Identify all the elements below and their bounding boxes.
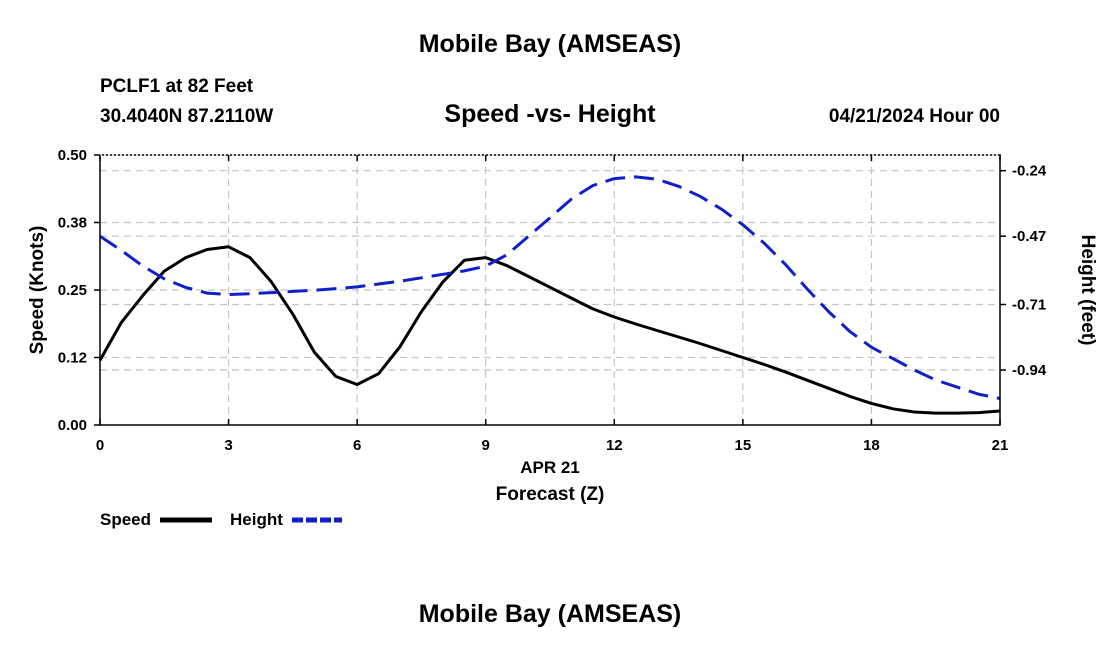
left-axis-title: Speed (Knots): [27, 226, 48, 355]
left-tick-label: 0.50: [58, 147, 87, 164]
coordinates-label: 30.4040N 87.2110W: [100, 106, 274, 127]
legend-label-speed: Speed: [100, 510, 151, 529]
left-tick-label: 0.38: [58, 215, 87, 232]
x-tick-label: 12: [606, 437, 623, 454]
x-tick-label: 18: [863, 437, 880, 454]
forecast-datetime: 04/21/2024 Hour 00: [828, 106, 1000, 127]
chart-subtitle: Speed -vs- Height: [444, 100, 656, 128]
x-date-label: APR 21: [520, 458, 580, 477]
x-tick-label: 9: [482, 437, 490, 454]
axis-layer: 0 3 6 9 12 15 18 21 0.00 0.12 0.25 0.38 0.50 -0.94 -0.…: [27, 147, 1098, 505]
speed-series-line: [98, 245, 1001, 415]
left-tick-label: 0.00: [58, 417, 87, 434]
left-tick-label: 0.25: [58, 282, 87, 299]
right-tick-label: -0.94: [1012, 362, 1047, 379]
station-label: PCLF1 at 82 Feet: [100, 76, 254, 97]
right-tick-label: -0.24: [1012, 163, 1047, 180]
x-tick-label: 6: [353, 437, 361, 454]
chart-main-title: Mobile Bay (AMSEAS): [418, 30, 682, 58]
x-tick-label: 0: [96, 437, 104, 454]
legend-label-height: Height: [230, 510, 283, 529]
right-tick-label: -0.47: [1012, 228, 1046, 245]
legend: Speed Height: [100, 510, 342, 529]
series-layer: [98, 175, 1001, 415]
x-tick-label: 3: [224, 437, 232, 454]
right-axis-title: Height (feet): [1077, 235, 1098, 346]
grid-layer: [100, 155, 1000, 425]
x-tick-label: 15: [735, 437, 752, 454]
x-tick-label: 21: [992, 437, 1009, 454]
height-series-line: [99, 175, 1001, 400]
right-tick-label: -0.71: [1012, 297, 1046, 314]
left-tick-label: 0.12: [58, 350, 87, 367]
x-axis-title: Forecast (Z): [496, 484, 605, 505]
footer-title: Mobile Bay (AMSEAS): [418, 600, 682, 628]
